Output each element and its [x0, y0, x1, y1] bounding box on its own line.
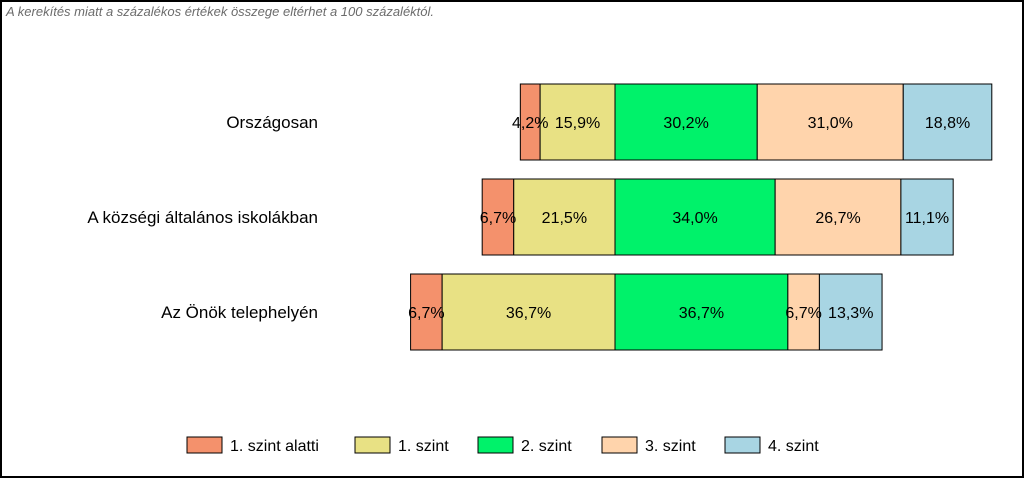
bar-a-kozsegi-altalanos-iskolakban-3-szint [774, 178, 902, 256]
data-label-orszagosan-3-szint: 31,0% [808, 115, 853, 132]
legend-swatch-1-szint-alatti [186, 436, 223, 454]
legend: 1. szint alatti 1. szint 2. szint 3. szint 4… [186, 436, 819, 455]
data-label-az-onok-telephelyen-1-szint: 36,7% [506, 305, 551, 322]
category-label-az-onok-telephelyen: Az Önök telephelyén [161, 303, 318, 322]
category-labels-layer: Országosan A községi általános iskolákban… [87, 113, 318, 322]
data-label-a-kozsegi-altalanos-iskolakban-2-szint: 34,0% [672, 210, 717, 227]
legend-label-1-szint-alatti: 1. szint alatti [230, 438, 319, 455]
bar-orszagosan-4-szint [902, 83, 993, 161]
data-label-az-onok-telephelyen-4-szint: 13,3% [828, 305, 873, 322]
legend-swatch-3-szint [601, 436, 638, 454]
data-label-orszagosan-1-szint-alatti: 4,2% [512, 115, 548, 132]
legend-swatch-2-szint [477, 436, 514, 454]
legend-label-3-szint: 3. szint [645, 438, 696, 455]
rounding-note: A kerekítés miatt a százalékos értékek ö… [6, 4, 435, 19]
bar-a-kozsegi-altalanos-iskolakban-1-szint [513, 178, 616, 256]
data-label-az-onok-telephelyen-2-szint: 36,7% [679, 305, 724, 322]
category-label-a-kozsegi-altalanos-iskolakban: A községi általános iskolákban [87, 208, 318, 227]
bar-az-onok-telephelyen-4-szint [818, 273, 883, 351]
bar-orszagosan-3-szint [756, 83, 904, 161]
bar-az-onok-telephelyen-1-szint-alatti [410, 273, 443, 351]
legend-swatch-1-szint [354, 436, 391, 454]
bar-a-kozsegi-altalanos-iskolakban-4-szint [900, 178, 954, 256]
data-label-az-onok-telephelyen-3-szint: 6,7% [785, 305, 821, 322]
data-label-a-kozsegi-altalanos-iskolakban-1-szint: 21,5% [542, 210, 587, 227]
bar-orszagosan-2-szint [614, 83, 758, 161]
bar-az-onok-telephelyen-1-szint [441, 273, 616, 351]
data-label-az-onok-telephelyen-1-szint-alatti: 6,7% [408, 305, 444, 322]
data-label-orszagosan-4-szint: 18,8% [925, 115, 970, 132]
legend-label-4-szint: 4. szint [768, 438, 819, 455]
data-label-a-kozsegi-altalanos-iskolakban-4-szint: 11,1% [905, 210, 949, 227]
legend-label-1-szint: 1. szint [398, 438, 449, 455]
legend-swatch-4-szint [724, 436, 761, 454]
bars-layer [410, 83, 993, 351]
bar-a-kozsegi-altalanos-iskolakban-2-szint [614, 178, 776, 256]
data-label-orszagosan-2-szint: 30,2% [663, 115, 708, 132]
bar-az-onok-telephelyen-3-szint [787, 273, 820, 351]
bar-a-kozsegi-altalanos-iskolakban-1-szint-alatti [481, 178, 515, 256]
legend-label-2-szint: 2. szint [521, 438, 572, 455]
data-label-a-kozsegi-altalanos-iskolakban-1-szint-alatti: 6,7% [480, 210, 516, 227]
data-labels-layer: 4,2% 15,9% 30,2% 31,0% 18,8% 6,7% 21,5% 34,0% 26… [408, 115, 970, 322]
data-label-orszagosan-1-szint: 15,9% [555, 115, 600, 132]
category-label-orszagosan: Országosan [226, 113, 318, 132]
data-label-a-kozsegi-altalanos-iskolakban-3-szint: 26,7% [815, 210, 860, 227]
